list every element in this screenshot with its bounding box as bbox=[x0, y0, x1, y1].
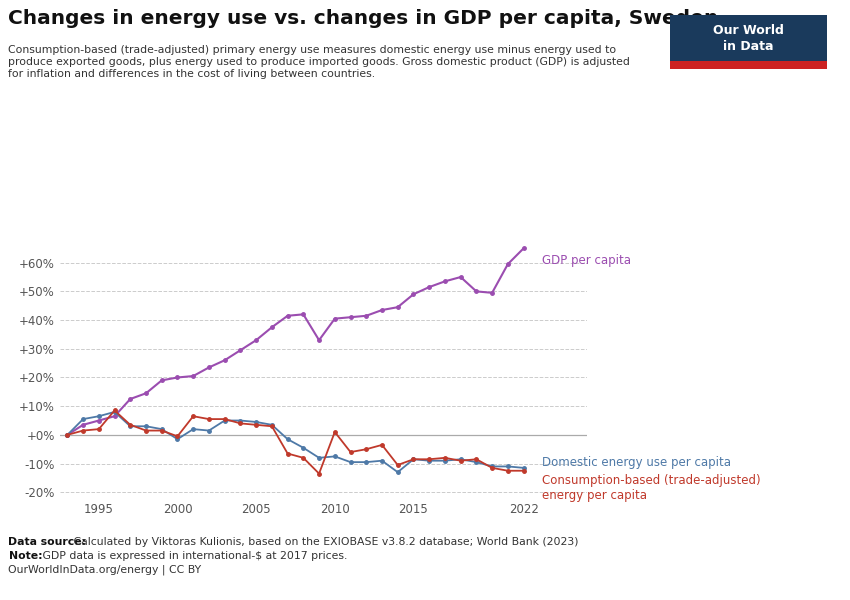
Text: for inflation and differences in the cost of living between countries.: for inflation and differences in the cos… bbox=[8, 69, 376, 79]
Text: Note:: Note: bbox=[8, 551, 42, 561]
Text: Data source:: Data source: bbox=[8, 537, 87, 547]
Text: Calculated by Viktoras Kulionis, based on the EXIOBASE v3.8.2 database; World Ba: Calculated by Viktoras Kulionis, based o… bbox=[70, 537, 578, 547]
Text: Our World: Our World bbox=[713, 23, 784, 37]
Text: Changes in energy use vs. changes in GDP per capita, Sweden: Changes in energy use vs. changes in GDP… bbox=[8, 9, 719, 28]
Text: GDP per capita: GDP per capita bbox=[542, 254, 632, 267]
Text: Domestic energy use per capita: Domestic energy use per capita bbox=[542, 455, 732, 469]
Text: Consumption-based (trade-adjusted) primary energy use measures domestic energy u: Consumption-based (trade-adjusted) prima… bbox=[8, 45, 616, 55]
Text: GDP data is expressed in international-$ at 2017 prices.: GDP data is expressed in international-$… bbox=[39, 551, 348, 561]
Text: in Data: in Data bbox=[723, 40, 774, 53]
Text: OurWorldInData.org/energy | CC BY: OurWorldInData.org/energy | CC BY bbox=[8, 565, 201, 575]
Text: produce exported goods, plus energy used to produce imported goods. Gross domest: produce exported goods, plus energy used… bbox=[8, 57, 631, 67]
Text: Consumption-based (trade-adjusted)
energy per capita: Consumption-based (trade-adjusted) energ… bbox=[542, 473, 761, 502]
